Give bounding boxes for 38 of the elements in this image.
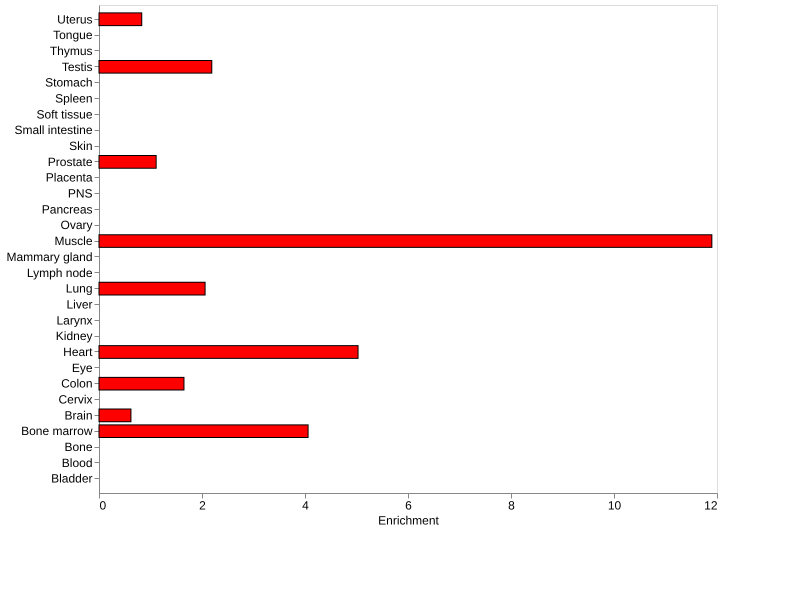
y-tick-label: Skin: [69, 139, 92, 154]
y-tick-label: PNS: [68, 186, 92, 201]
x-tick-label: 0: [100, 498, 106, 512]
y-tick-label: Lymph node: [26, 266, 93, 280]
y-tick-label: Kidney: [56, 329, 92, 344]
y-tick-label: Bone marrow: [21, 424, 93, 438]
x-tick-label: 2: [199, 498, 206, 512]
x-tick-label: 12: [704, 498, 718, 512]
y-tick-label: Uterus: [57, 12, 92, 26]
x-axis-title: Enrichment: [378, 514, 440, 528]
y-tick-label: Blood: [62, 456, 92, 470]
x-tick-label: 10: [608, 498, 622, 512]
y-tick-label: Brain: [64, 408, 92, 422]
y-tick-label: Bladder: [51, 472, 92, 486]
y-tick-label: Eye: [72, 360, 93, 375]
y-tick-label: Small intestine: [14, 123, 93, 138]
y-tick-label: Stomach: [45, 76, 92, 90]
y-tick-label: Bone: [64, 440, 93, 454]
y-tick-label: Tongue: [53, 28, 93, 42]
y-tick-label: Larynx: [56, 313, 92, 328]
y-tick-label: Liver: [66, 297, 92, 312]
y-tick-label: Prostate: [48, 154, 93, 169]
y-tick-label: Muscle: [54, 234, 93, 248]
y-tick-label: Spleen: [55, 91, 92, 106]
y-tick-label: Heart: [63, 344, 94, 359]
y-tick-label: Ovary: [60, 218, 92, 232]
x-tick-label: 4: [302, 498, 310, 512]
x-tick-label: 8: [508, 498, 516, 512]
y-tick-label: Cervix: [58, 392, 92, 407]
y-tick-label: Lung: [66, 282, 92, 296]
y-tick-label: Thymus: [50, 44, 92, 58]
y-tick-label: Placenta: [46, 170, 93, 185]
y-tick-label: Colon: [61, 376, 92, 391]
x-tick-label: 6: [405, 498, 412, 512]
y-tick-label: Mammary gland: [6, 250, 92, 264]
y-tick-label: Testis: [62, 60, 92, 74]
y-tick-label: Soft tissue: [36, 107, 93, 122]
y-tick-label: Pancreas: [42, 202, 92, 216]
